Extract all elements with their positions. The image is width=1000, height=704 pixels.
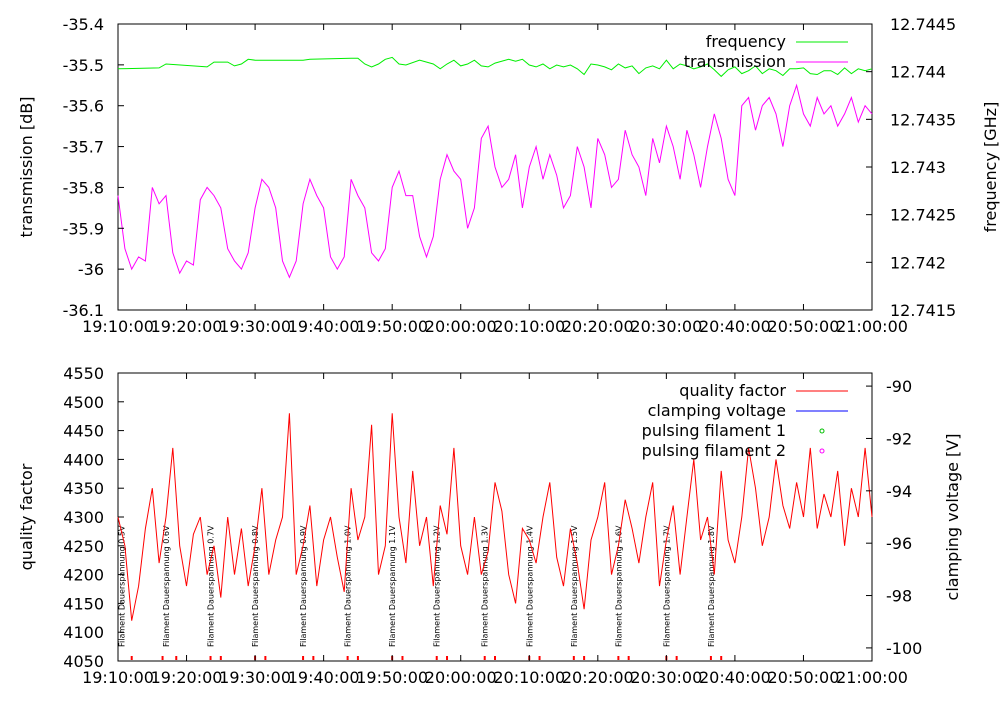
- x-tick-label: 20:10:00: [493, 317, 565, 336]
- x-tick-label: 19:30:00: [219, 668, 291, 687]
- x-tick-label: 19:50:00: [356, 317, 428, 336]
- x-tick-label: 19:10:00: [82, 668, 154, 687]
- series-line-frequency: [117, 56, 873, 78]
- y-tick-label: 4450: [63, 422, 104, 441]
- filament-annotation: Filament Dauerspannung 1.6V: [614, 525, 623, 647]
- filament-annotation: Filament Dauerspannung 1.4V: [525, 525, 534, 647]
- y2-tick-label: -100: [886, 639, 922, 658]
- x-tick-label: 20:50:00: [768, 668, 840, 687]
- x-tick-label: 19:40:00: [288, 317, 360, 336]
- bottom-y-axis-label: quality factor: [17, 463, 36, 570]
- filament-annotation: Filament Dauerspannung 0.9V: [299, 525, 308, 647]
- filament-annotation: Filament Dauerspannung 1.1V: [388, 525, 397, 647]
- y2-tick-label: -90: [886, 377, 912, 396]
- filament-annotation: Filament Dauerspannung 0.7V: [207, 525, 216, 647]
- x-tick-label: 19:20:00: [151, 317, 223, 336]
- x-tick-label: 19:30:00: [219, 317, 291, 336]
- filament-annotation: Filament Dauerspannung 1.2V: [433, 525, 442, 647]
- x-tick-label: 20:30:00: [630, 668, 702, 687]
- filament-annotation: Filament Dauerspannung 0.5V: [117, 525, 126, 647]
- legend-label: pulsing filament 1: [642, 421, 786, 440]
- x-tick-label: 19:20:00: [151, 668, 223, 687]
- top-y-axis-label: transmission [dB]: [17, 97, 36, 238]
- x-tick-label: 21:00:00: [836, 317, 908, 336]
- x-tick-label: 20:00:00: [425, 668, 497, 687]
- y-tick-label: -36.1: [63, 301, 104, 320]
- y-tick-label: -35.4: [63, 15, 104, 34]
- legend-marker: [819, 448, 825, 454]
- y-tick-label: 4100: [63, 623, 104, 642]
- x-tick-label: 20:30:00: [630, 317, 702, 336]
- series-line-transmission: [117, 83, 873, 279]
- filament-annotation: Filament Dauerspannung 0.6V: [162, 525, 171, 647]
- legend-marker: [819, 428, 825, 434]
- y2-tick-label: 12.7415: [890, 301, 956, 320]
- y-tick-label: 4250: [63, 537, 104, 556]
- y-tick-label: -35.8: [63, 178, 104, 197]
- x-tick-label: 20:50:00: [768, 317, 840, 336]
- legend-label: clamping voltage: [648, 401, 786, 420]
- x-tick-label: 20:20:00: [562, 317, 634, 336]
- x-tick-label: 19:50:00: [356, 668, 428, 687]
- y-tick-label: 4150: [63, 594, 104, 613]
- y2-tick-label: -98: [886, 587, 912, 606]
- x-tick-label: 20:00:00: [425, 317, 497, 336]
- legend-label: frequency: [706, 32, 786, 51]
- y-tick-label: -35.6: [63, 97, 104, 116]
- filament-annotation: Filament Dauerspannung 0.8V: [251, 525, 260, 647]
- y2-tick-label: -96: [886, 534, 912, 553]
- x-tick-label: 20:40:00: [699, 668, 771, 687]
- y-tick-label: 4350: [63, 479, 104, 498]
- x-tick-label: 19:40:00: [288, 668, 360, 687]
- y2-tick-label: 12.744: [890, 63, 946, 82]
- filament-annotation: Filament Dauerspannung 1.3V: [481, 525, 490, 647]
- y-tick-label: 4550: [63, 364, 104, 383]
- y-tick-label: 4500: [63, 393, 104, 412]
- x-tick-label: 21:00:00: [836, 668, 908, 687]
- x-tick-label: 20:40:00: [699, 317, 771, 336]
- top-y2-axis-label: frequency [GHz]: [981, 102, 1000, 233]
- y2-tick-label: 12.742: [890, 253, 946, 272]
- y2-tick-label: 12.7435: [890, 110, 956, 129]
- x-tick-label: 19:10:00: [82, 317, 154, 336]
- y-tick-label: 4400: [63, 450, 104, 469]
- filament-annotation: Filament Dauerspannung 1.8V: [707, 525, 716, 647]
- y2-tick-label: 12.743: [890, 158, 946, 177]
- y-tick-label: -35.9: [63, 219, 104, 238]
- x-tick-label: 20:10:00: [493, 668, 565, 687]
- y2-tick-label: 12.7445: [890, 15, 956, 34]
- y2-tick-label: -92: [886, 429, 912, 448]
- series-line-quality-factor: [117, 413, 873, 621]
- y-tick-label: -36: [78, 260, 104, 279]
- y-tick-label: 4050: [63, 652, 104, 671]
- y2-tick-label: 12.7425: [890, 206, 956, 225]
- x-tick-label: 20:20:00: [562, 668, 634, 687]
- legend-label: pulsing filament 2: [642, 441, 786, 460]
- y-tick-label: 4300: [63, 508, 104, 527]
- legend-label: quality factor: [679, 381, 786, 400]
- legend-label: transmission: [684, 52, 786, 71]
- filament-annotation: Filament Dauerspannung 1.5V: [570, 525, 579, 647]
- y2-tick-label: -94: [886, 482, 912, 501]
- bottom-y2-axis-label: clamping voltage [V]: [943, 434, 962, 601]
- filament-annotation: Filament Dauerspannung 1.0V: [344, 525, 353, 647]
- y-tick-label: -35.7: [63, 138, 104, 157]
- filament-annotation: Filament Dauerspannung 1.7V: [662, 525, 671, 647]
- y-tick-label: -35.5: [63, 56, 104, 75]
- y-tick-label: 4200: [63, 566, 104, 585]
